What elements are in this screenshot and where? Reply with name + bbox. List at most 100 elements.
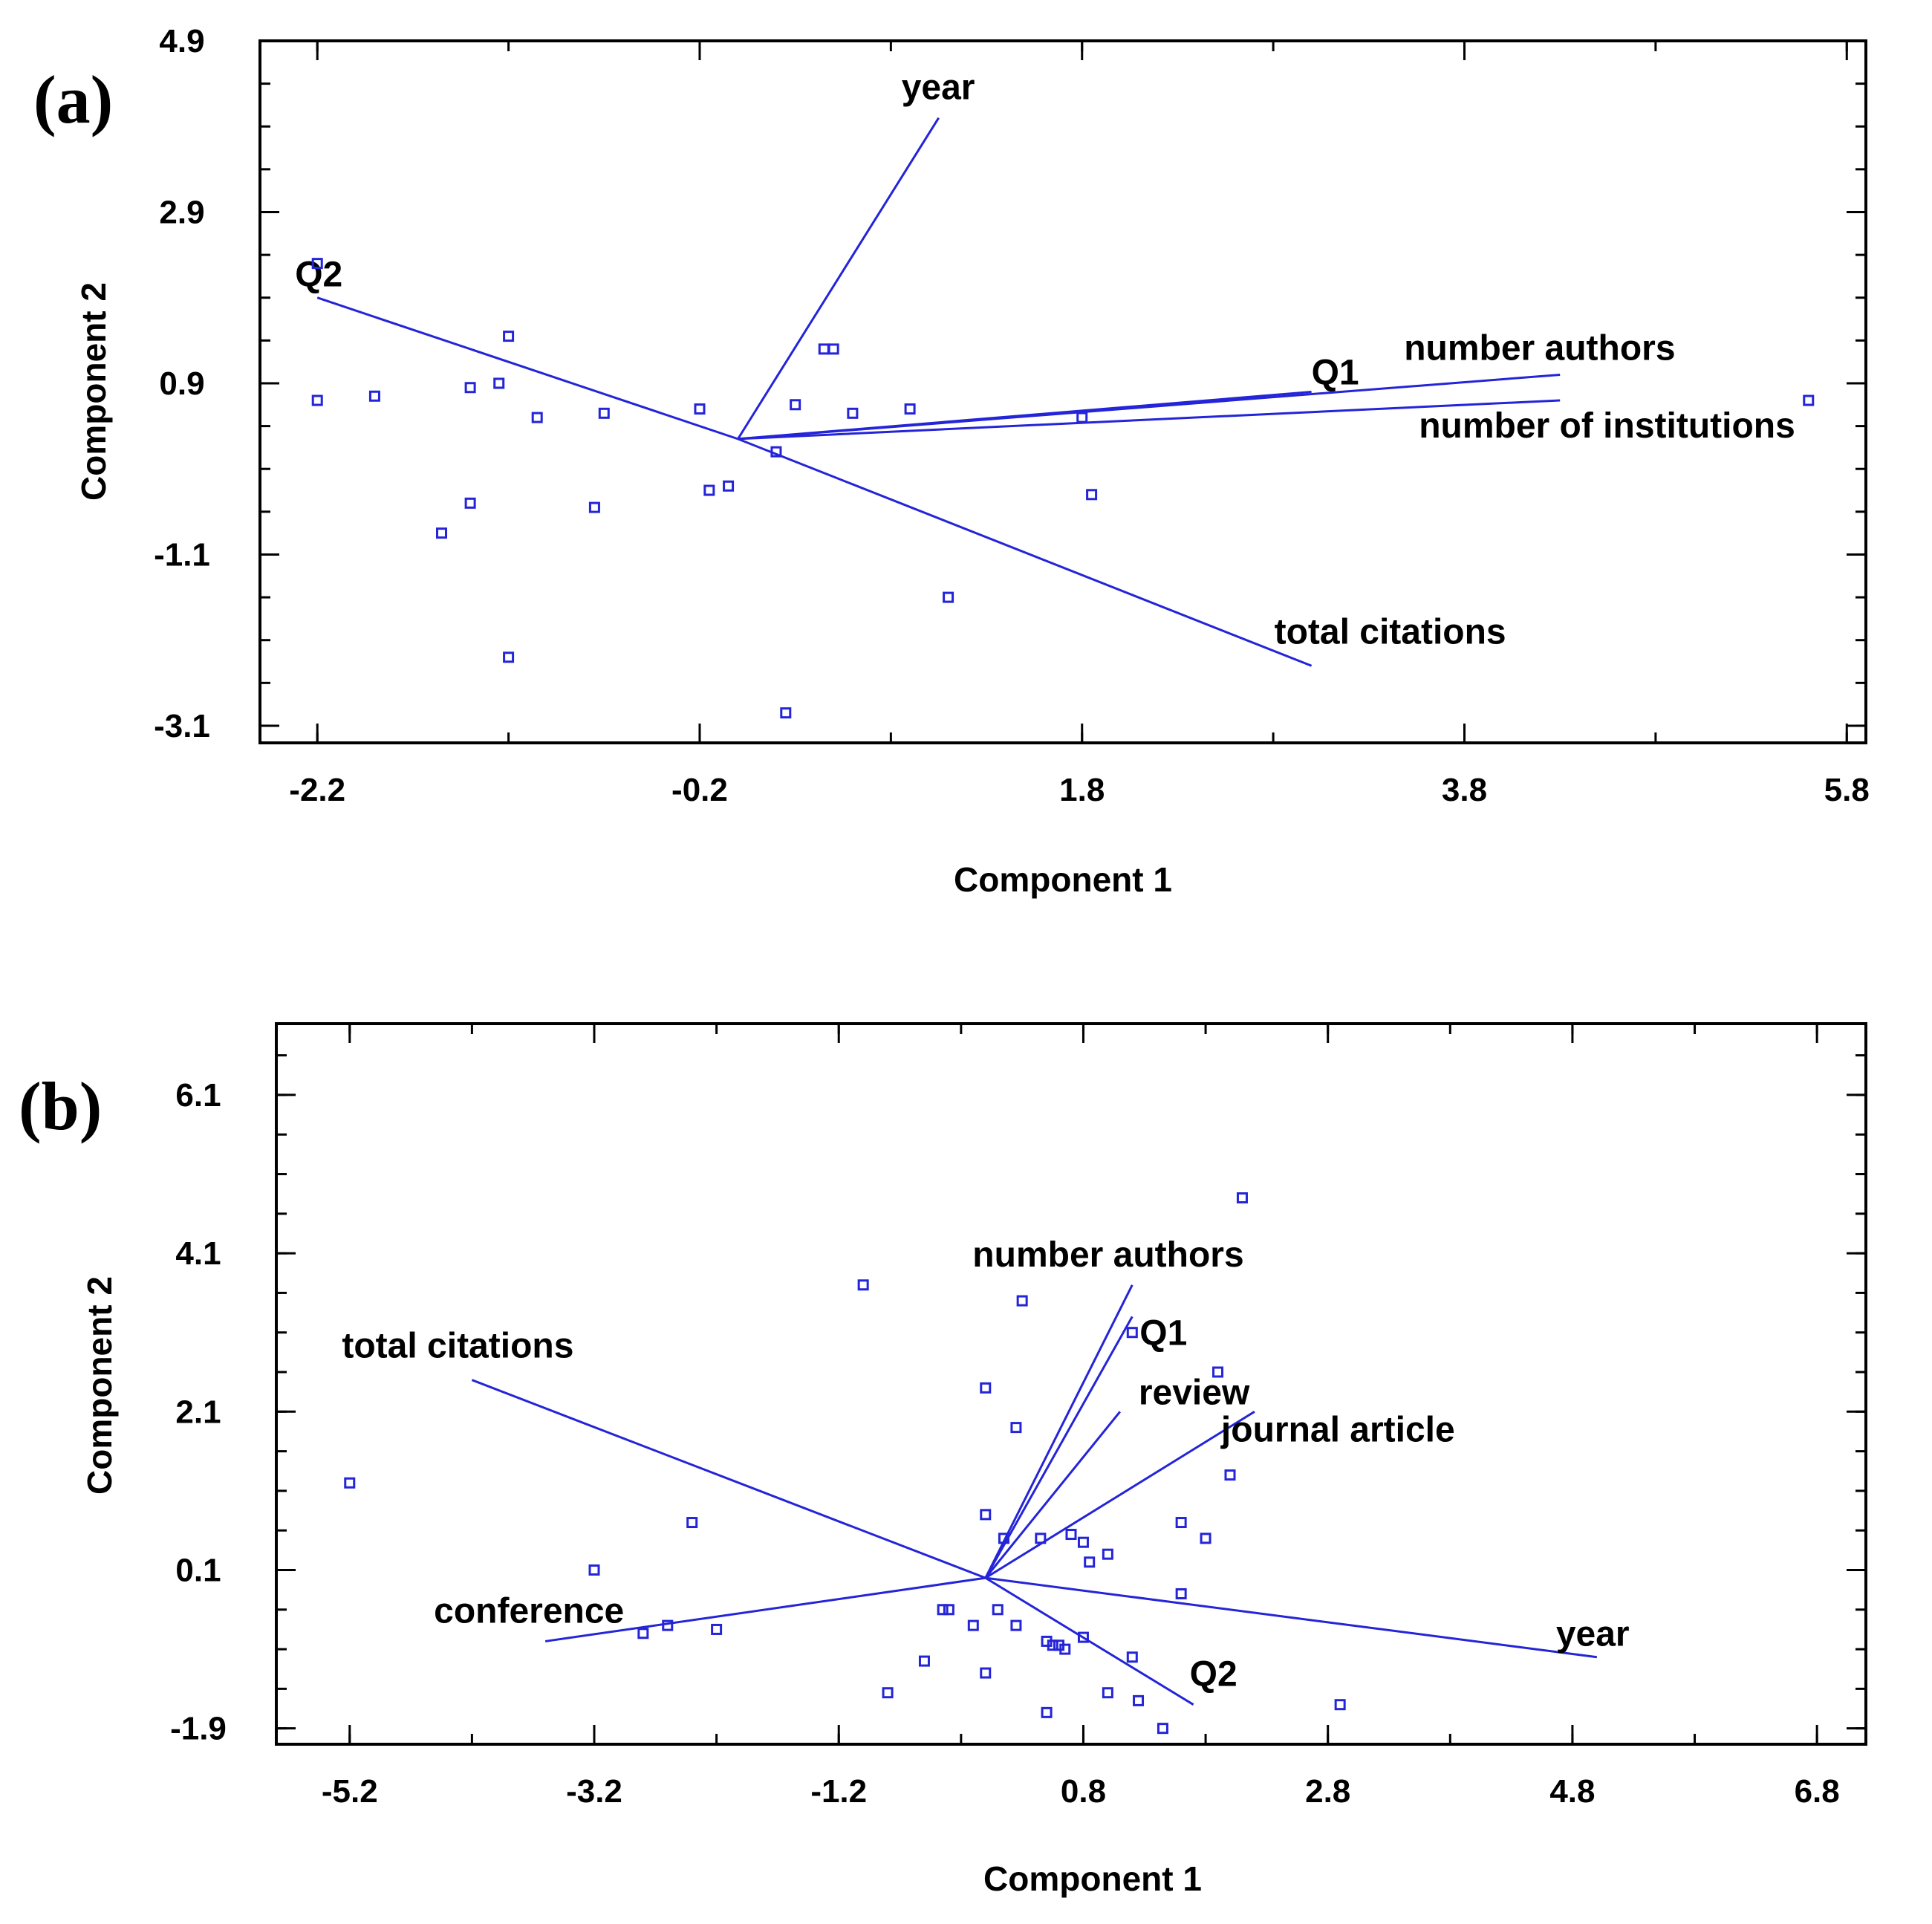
x-tick-label: 2.8 — [1305, 1773, 1350, 1810]
data-point — [1236, 1192, 1248, 1204]
data-point — [531, 412, 543, 423]
data-point — [1041, 1706, 1053, 1718]
data-point — [818, 343, 830, 355]
vector-number-of-institutions — [738, 399, 1561, 441]
x-tick-label: -5.2 — [322, 1773, 378, 1810]
y-tick-label: -1.1 — [154, 536, 210, 573]
data-point — [1065, 1529, 1077, 1541]
y-tick-label: -1.9 — [170, 1711, 227, 1747]
data-point — [1010, 1422, 1022, 1434]
vector-year — [985, 1576, 1598, 1659]
data-point — [1175, 1517, 1187, 1529]
data-point — [1133, 1694, 1145, 1706]
vector-year — [737, 117, 940, 440]
x-tick-label: -1.2 — [810, 1773, 867, 1810]
panel-label: (a) — [33, 62, 113, 137]
y-tick-label: 4.9 — [159, 23, 204, 59]
data-point — [694, 403, 706, 415]
x-tick-label: 0.8 — [1061, 1773, 1106, 1810]
data-point — [980, 1509, 992, 1521]
data-point — [1126, 1327, 1138, 1339]
vector-label-total-citations: total citations — [1275, 612, 1506, 651]
data-point — [662, 1619, 674, 1631]
vector-q1 — [984, 1316, 1133, 1579]
data-point — [436, 527, 448, 539]
data-point — [918, 1655, 930, 1667]
data-point — [1175, 1587, 1187, 1599]
data-point — [980, 1667, 992, 1679]
data-point — [503, 331, 515, 342]
vector-q2 — [984, 1576, 1194, 1706]
data-point — [1334, 1699, 1346, 1711]
vector-label-total-citations: total citations — [342, 1327, 573, 1366]
data-point — [464, 497, 476, 509]
vector-label-number-authors: number authors — [1404, 328, 1675, 368]
plot-frame — [275, 1022, 1867, 1746]
x-tick-label: 5.8 — [1824, 772, 1870, 808]
panel-b: (b) -5.2 -3.2 -1.2 0.8 2.8 4.8 6.8 6.1 4.1 2.1 0.1 -… — [19, 1022, 1867, 1898]
data-point — [311, 258, 323, 270]
vector-label-review: review — [1139, 1373, 1250, 1412]
data-point — [1126, 1651, 1138, 1663]
vector-label-q1: Q1 — [1139, 1313, 1187, 1353]
data-point — [943, 1604, 954, 1616]
vector-label-q2: Q2 — [1190, 1655, 1237, 1694]
y-tick-label: 2.9 — [159, 194, 204, 230]
data-point — [1076, 412, 1088, 423]
vector-number-authors — [984, 1284, 1133, 1579]
y-tick-label: 4.1 — [175, 1235, 221, 1272]
x-tick-label: 1.8 — [1059, 772, 1105, 808]
data-point — [1010, 1619, 1022, 1631]
x-axis-title: Component 1 — [983, 1859, 1202, 1898]
data-point — [588, 1564, 600, 1576]
vector-label-number-of-institutions: number of institutions — [1419, 406, 1795, 446]
data-point — [1086, 489, 1098, 501]
panel-a: (a) -2.2 -0.2 1.8 3.8 5.8 4.9 2.9 0.9 -1.1 -3.1 Com… — [33, 23, 1870, 899]
data-point — [711, 1623, 723, 1635]
data-point — [1102, 1548, 1113, 1560]
data-point — [1016, 1295, 1028, 1307]
vector-total-citations — [737, 438, 1313, 667]
data-point — [780, 707, 792, 719]
data-point — [1224, 1469, 1236, 1481]
data-point — [1200, 1533, 1211, 1544]
data-point — [1212, 1366, 1224, 1378]
vector-q1 — [738, 391, 1312, 441]
vector-journal-article — [984, 1411, 1255, 1579]
y-axis-title: Component 2 — [74, 282, 113, 501]
data-point — [598, 407, 610, 419]
data-point — [1157, 1723, 1168, 1735]
vector-conference — [544, 1576, 986, 1642]
y-tick-label: -3.1 — [154, 708, 210, 744]
data-point — [311, 394, 323, 406]
data-point — [368, 390, 380, 402]
data-point — [344, 1477, 356, 1489]
x-tick-label: 4.8 — [1549, 1773, 1595, 1810]
y-tick-label: 0.1 — [175, 1552, 221, 1588]
data-point — [904, 403, 916, 415]
y-axis-title: Component 2 — [80, 1276, 119, 1495]
data-point — [1059, 1643, 1071, 1655]
data-point — [790, 399, 801, 411]
data-point — [1035, 1533, 1047, 1544]
y-tick-label: 2.1 — [175, 1394, 221, 1430]
vector-q2 — [316, 296, 738, 441]
x-tick-label: -2.2 — [289, 772, 345, 808]
data-point — [847, 407, 859, 419]
data-point — [943, 591, 954, 603]
vector-label-journal-article: journal article — [1220, 1410, 1455, 1449]
x-axis-title: Component 1 — [954, 860, 1172, 899]
data-point — [503, 651, 515, 663]
y-tick-label: 0.9 — [159, 365, 204, 402]
data-point — [1084, 1556, 1096, 1568]
data-point — [723, 480, 735, 492]
data-point — [1077, 1631, 1089, 1643]
data-point — [980, 1382, 992, 1394]
data-point — [967, 1619, 979, 1631]
data-point — [857, 1279, 869, 1291]
vector-label-year: year — [1556, 1615, 1630, 1654]
x-tick-label: 6.8 — [1795, 1773, 1840, 1810]
data-point — [770, 446, 782, 458]
data-point — [686, 1517, 698, 1529]
data-point — [1047, 1639, 1058, 1651]
